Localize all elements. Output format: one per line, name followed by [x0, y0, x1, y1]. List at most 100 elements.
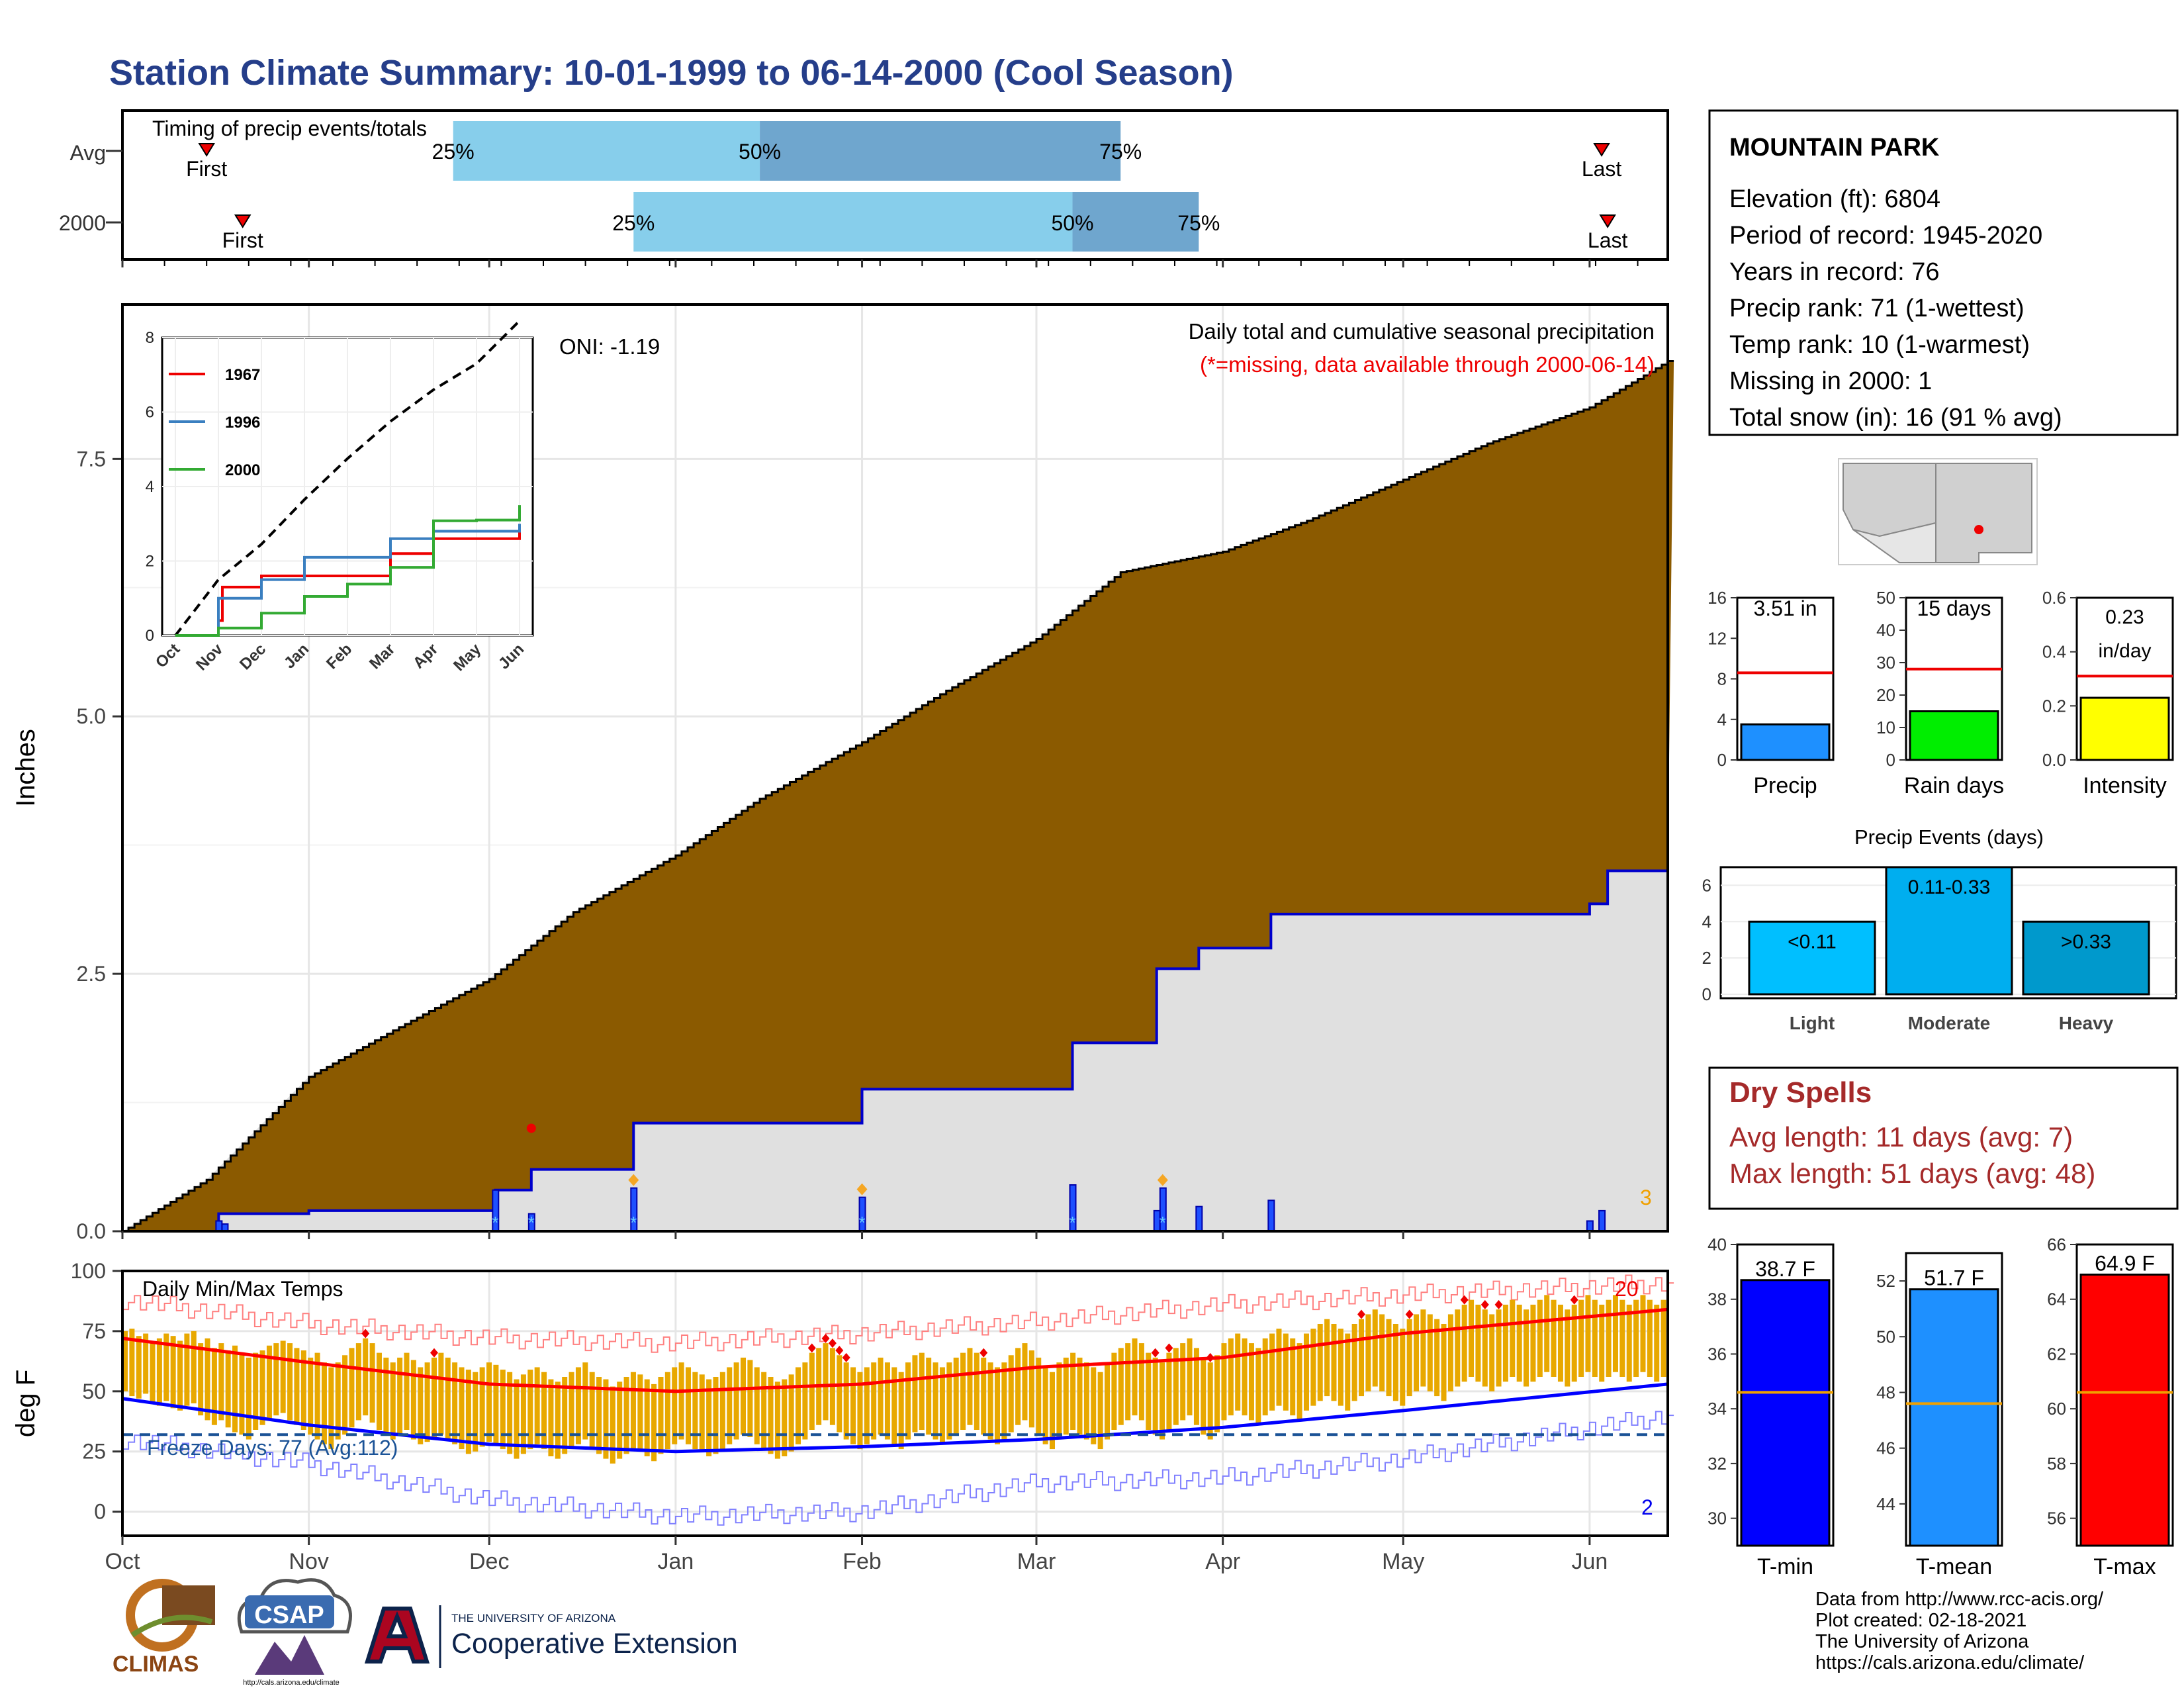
- snow-marker: [856, 1183, 868, 1196]
- temp-count-lo: 2: [1641, 1495, 1653, 1519]
- daily-temp-bar: [1173, 1348, 1179, 1425]
- season-total-value-label: 0.23: [2105, 606, 2144, 628]
- daily-temp-bar: [1345, 1333, 1351, 1411]
- daily-precip-bar: [215, 1220, 223, 1233]
- record-high-marker: [430, 1348, 438, 1358]
- temp-mean-charts: 30 32 34 36 38 40 38.7 F T-min 44 46 48 50 52 51.7 F T…: [1707, 1235, 2174, 1579]
- inset-month-label: May: [450, 640, 485, 675]
- daily-temp-bar: [1359, 1319, 1364, 1397]
- temp-mean-ytick-label: 38: [1707, 1289, 1727, 1309]
- daily-temp-bar: [1063, 1357, 1069, 1435]
- daily-temp-bar: [514, 1379, 520, 1459]
- inset-series-line-1996: [175, 524, 521, 637]
- daily-temp-bar: [1118, 1348, 1124, 1425]
- daily-temp-bar: [603, 1379, 609, 1459]
- month-label: Dec: [469, 1549, 509, 1574]
- daily-temp-bar: [850, 1367, 856, 1444]
- record-high-marker: [361, 1329, 370, 1338]
- daily-temp-bar: [129, 1329, 135, 1397]
- record-high-marker: [1405, 1309, 1414, 1319]
- mini-ytick-label: 8: [1717, 669, 1727, 689]
- page-title: Station Climate Summary: 10-01-1999 to 0…: [109, 53, 1234, 93]
- temp-mean-ytick-label: 32: [1707, 1454, 1727, 1474]
- daily-temp-bar: [994, 1367, 1000, 1444]
- season-total-value-label: 15 days: [1917, 596, 1991, 620]
- daily-temp-bar: [1105, 1362, 1111, 1440]
- daily-temp-bar: [1022, 1343, 1028, 1421]
- inset-average-line: [174, 320, 521, 637]
- daily-temp-bar: [1365, 1314, 1371, 1391]
- daily-temp-bar: [1406, 1319, 1412, 1397]
- daily-temp-bar: [768, 1377, 774, 1454]
- daily-temp-bar: [122, 1331, 128, 1391]
- daily-temp-bar: [1640, 1295, 1646, 1372]
- daily-temp-bar: [1400, 1329, 1406, 1406]
- temp-mean-ytick-label: 46: [1876, 1438, 1895, 1458]
- dry-spells: Dry Spells Avg length: 11 days (avg: 7) …: [1708, 1066, 2179, 1210]
- daily-temp-bar: [1420, 1309, 1426, 1387]
- daily-temp-bar: [1524, 1309, 1529, 1387]
- daily-temp-bar: [761, 1372, 767, 1450]
- temp-mean-ytick-label: 36: [1707, 1344, 1727, 1364]
- daily-temp-bar: [527, 1370, 533, 1450]
- mini-ytick-label: 4: [1717, 710, 1727, 729]
- daily-temp-bar: [1386, 1319, 1392, 1397]
- inset-month-label: Nov: [193, 640, 227, 675]
- record-high-marker: [1357, 1309, 1365, 1319]
- temp-mean-ytick-label: 64: [2047, 1289, 2066, 1309]
- daily-temp-bar: [802, 1362, 808, 1440]
- daily-temp-bar: [1537, 1299, 1543, 1377]
- temp-ytick-label: 75: [82, 1319, 106, 1343]
- daily-temp-bar: [424, 1362, 430, 1442]
- daily-temp-bar: [1619, 1299, 1625, 1377]
- daily-temp-bar: [1551, 1299, 1557, 1377]
- daily-temp-bar: [727, 1367, 733, 1444]
- snow-day-asterisk: *: [1160, 1213, 1166, 1233]
- precip-event-bar: [2022, 920, 2150, 996]
- daily-temp-bar: [871, 1362, 877, 1440]
- daily-temp-bar: [493, 1364, 499, 1444]
- state-outline-new-mexico: [1935, 463, 2032, 563]
- daily-temp-bar: [287, 1343, 293, 1421]
- daily-temp-bar: [685, 1367, 691, 1444]
- precip-events-chart: Precip Events (days) 0 2 4 6 <0.11 Light 0.11-…: [1702, 825, 2177, 1033]
- daily-temp-bar: [1180, 1343, 1186, 1421]
- ua-small-text: THE UNIVERSITY OF ARIZONA: [451, 1612, 616, 1624]
- daily-temp-bar: [1050, 1372, 1055, 1450]
- temp-mean-ytick-label: 60: [2047, 1399, 2066, 1419]
- daily-temp-bar: [809, 1352, 815, 1430]
- daily-temp-bar: [843, 1362, 849, 1440]
- daily-temp-bar: [500, 1370, 506, 1450]
- record-low-line: [122, 1411, 1674, 1526]
- daily-temp-bar: [321, 1362, 327, 1444]
- record-high-marker: [1151, 1348, 1160, 1358]
- precip-panel: 0.0 2.5 5.0 7.5 * * * * * * Inches Daily total a…: [11, 303, 1674, 1243]
- inset-month-label: Apr: [410, 640, 441, 672]
- station-info: MOUNTAIN PARK Elevation (ft): 6804 Perio…: [1708, 109, 2179, 436]
- daily-temp-bar: [1228, 1338, 1234, 1416]
- daily-temp-bar: [562, 1377, 568, 1454]
- daily-temp-bar: [1661, 1299, 1666, 1377]
- temp-mean-ytick-label: 66: [2047, 1235, 2066, 1254]
- precip-note-2: (*=missing, data available through 2000-…: [1200, 352, 1655, 377]
- daily-temp-bar: [1571, 1304, 1577, 1382]
- snow-day-asterisk: *: [858, 1213, 865, 1233]
- daily-temp-bar: [314, 1352, 320, 1440]
- daily-temp-bar: [1201, 1357, 1206, 1435]
- daily-temp-bar: [136, 1336, 142, 1399]
- timing-panel: Timing of precip events/totals Avg 2000 …: [59, 109, 1669, 266]
- mini-ytick-label: 0.4: [2042, 642, 2066, 662]
- daily-temp-bar: [1317, 1324, 1323, 1401]
- station-line: Precip rank: 71 (1-wettest): [1729, 295, 2025, 322]
- daily-temp-bar: [541, 1372, 547, 1450]
- precip-event-bar: [1748, 920, 1876, 996]
- record-high-marker: [842, 1352, 850, 1362]
- daily-temp-bar: [1008, 1355, 1014, 1432]
- daily-temp-bar: [898, 1372, 904, 1450]
- events-ytick-label: 0: [1702, 984, 1711, 1004]
- daily-temp-bar: [617, 1382, 623, 1459]
- first-event-marker: [198, 143, 215, 157]
- daily-temp-bar: [432, 1357, 437, 1440]
- daily-temp-bar: [637, 1374, 643, 1452]
- daily-precip-bar: [1586, 1220, 1594, 1233]
